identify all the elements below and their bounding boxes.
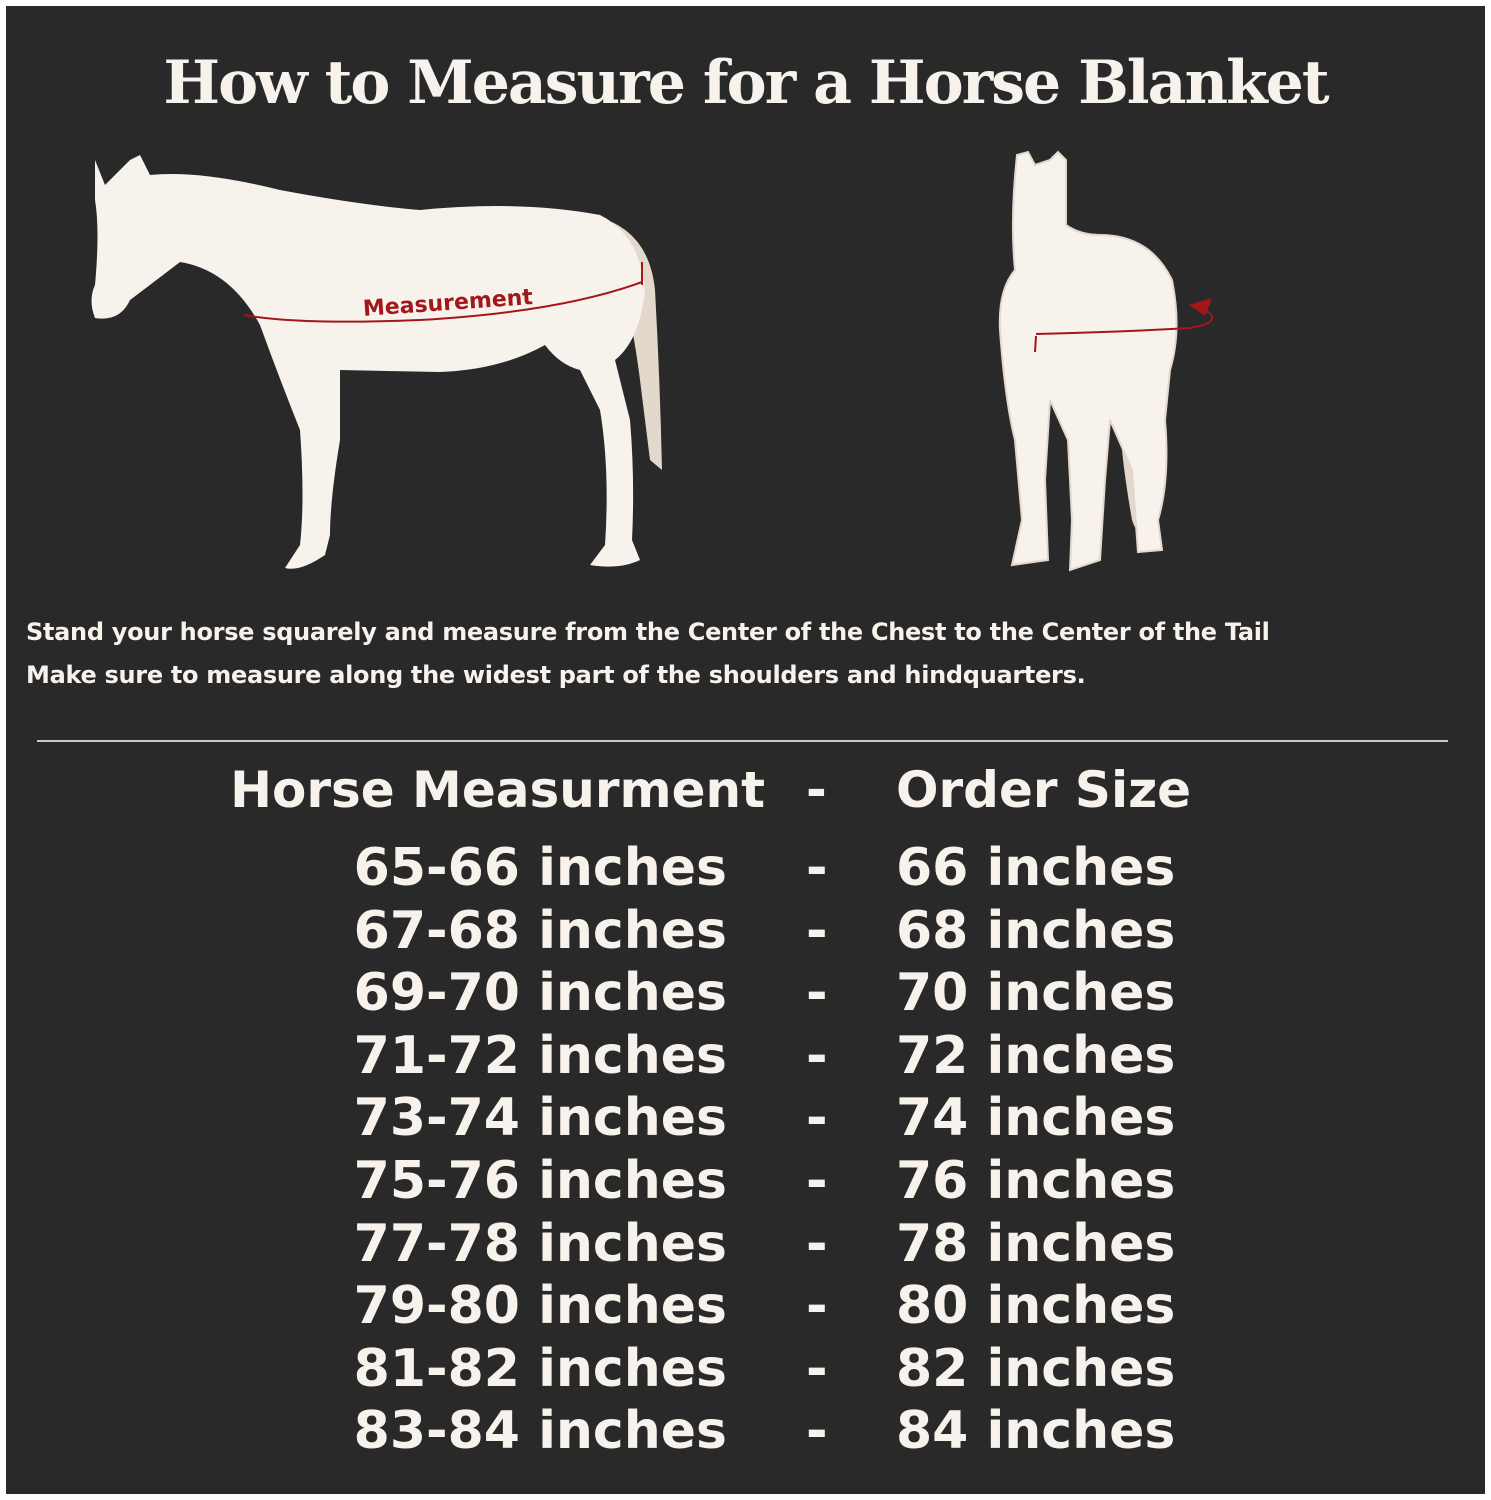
table-row: 81-82 inches - 82 inches xyxy=(6,1339,1485,1401)
divider xyxy=(37,740,1448,742)
table-row: 77-78 inches - 78 inches xyxy=(6,1214,1485,1276)
order-size-cell: 66 inches xyxy=(896,838,1176,898)
order-size-cell: 76 inches xyxy=(896,1151,1176,1211)
separator-cell: - xyxy=(806,900,828,961)
order-size-cell: 68 inches xyxy=(896,900,1176,961)
horse-measurement-cell: 69-70 inches xyxy=(353,963,727,1024)
separator-cell: - xyxy=(806,1276,828,1337)
order-size-cell: 72 inches xyxy=(896,1025,1176,1086)
order-size-cell: 80 inches xyxy=(896,1276,1176,1337)
table-row: 71-72 inches - 72 inches xyxy=(6,1026,1485,1088)
table-row: 65-66 inches - 66 inches xyxy=(6,838,1485,900)
header-horse-measurement: Horse Measurment xyxy=(230,761,765,819)
horse-measurement-cell: 83-84 inches xyxy=(353,1401,727,1462)
table-row: 83-84 inches - 84 inches xyxy=(6,1401,1485,1463)
measurement-line xyxy=(243,262,643,323)
page-title: How to Measure for a Horse Blanket xyxy=(163,48,1329,118)
horse-body xyxy=(91,155,645,569)
instruction-line-2: Make sure to measure along the widest pa… xyxy=(26,661,1086,689)
separator-cell: - xyxy=(806,1338,828,1399)
table-row: 79-80 inches - 80 inches xyxy=(6,1276,1485,1338)
order-size-cell: 70 inches xyxy=(896,963,1176,1024)
separator-cell: - xyxy=(806,1213,828,1274)
separator-cell: - xyxy=(806,1151,828,1211)
header-order-size: Order Size xyxy=(896,761,1192,819)
horse-measurement-cell: 75-76 inches xyxy=(353,1151,727,1211)
table-row: 75-76 inches - 76 inches xyxy=(6,1151,1485,1213)
instruction-line-1: Stand your horse squarely and measure fr… xyxy=(26,618,1270,646)
separator-cell: - xyxy=(806,1401,828,1462)
order-size-cell: 78 inches xyxy=(896,1213,1176,1274)
separator-cell: - xyxy=(806,1088,828,1149)
infographic: How to Measure for a Horse Blanket Measu… xyxy=(6,6,1485,1494)
horse-measurement-cell: 81-82 inches xyxy=(353,1338,727,1399)
measurement-arrow xyxy=(1034,309,1214,353)
order-size-cell: 74 inches xyxy=(896,1088,1176,1149)
horse-measurement-cell: 71-72 inches xyxy=(353,1025,727,1086)
header-separator: - xyxy=(806,761,827,819)
table-row: 69-70 inches - 70 inches xyxy=(6,963,1485,1025)
horse-front-view-illustration xyxy=(998,150,1214,572)
horse-measurement-cell: 79-80 inches xyxy=(353,1276,727,1337)
horse-measurement-cell: 77-78 inches xyxy=(353,1213,727,1274)
horse-measurement-cell: 65-66 inches xyxy=(353,838,727,898)
horse-body xyxy=(998,150,1178,572)
order-size-cell: 84 inches xyxy=(896,1401,1176,1462)
horse-measurement-cell: 73-74 inches xyxy=(353,1088,727,1149)
separator-cell: - xyxy=(806,838,828,898)
horse-side-view-illustration: Measurement xyxy=(91,155,662,569)
order-size-cell: 82 inches xyxy=(896,1338,1176,1399)
horse-measurement-cell: 67-68 inches xyxy=(353,900,727,961)
table-header: Horse Measurment - Order Size xyxy=(6,761,1485,823)
separator-cell: - xyxy=(806,1025,828,1086)
arrowhead-icon xyxy=(1189,298,1212,316)
table-row: 73-74 inches - 74 inches xyxy=(6,1088,1485,1150)
table-row: 67-68 inches - 68 inches xyxy=(6,901,1485,963)
separator-cell: - xyxy=(806,963,828,1024)
